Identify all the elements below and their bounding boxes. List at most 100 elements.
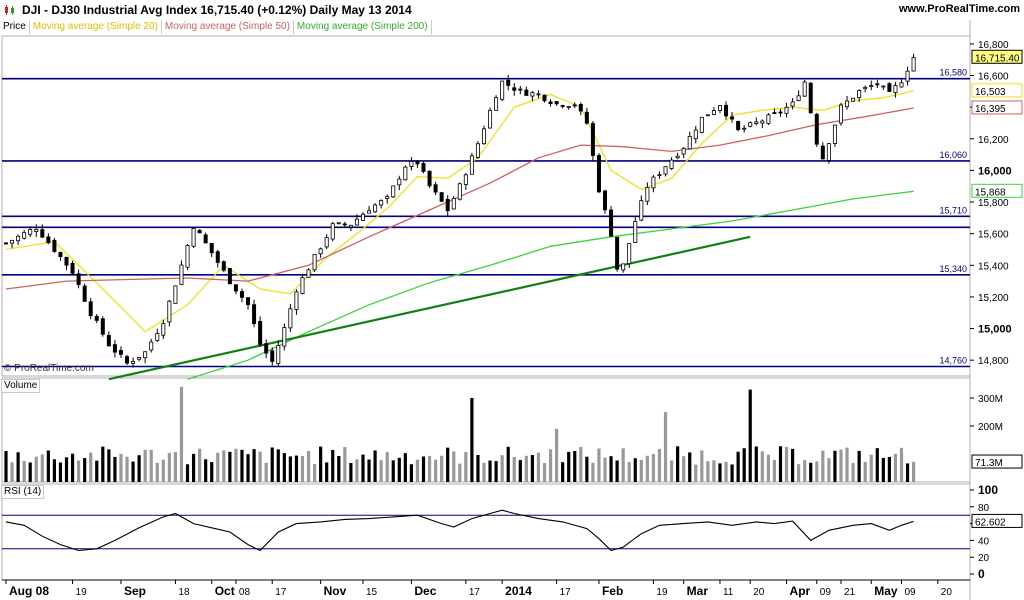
- volume-bar: [101, 446, 105, 482]
- site-link[interactable]: www.ProRealTime.com: [898, 3, 1020, 15]
- volume-bar: [403, 453, 407, 482]
- volume-bar: [95, 460, 99, 482]
- volume-bar: [409, 464, 413, 482]
- candle-body: [518, 88, 523, 91]
- level-label-5: 14,760: [939, 356, 967, 366]
- volume-bar: [10, 462, 14, 482]
- price-tick-label: 15,800: [978, 198, 1009, 209]
- volume-bar: [34, 456, 38, 482]
- rsi-tick-label: 100: [978, 483, 998, 497]
- candle-body: [572, 104, 577, 107]
- chart-header: DJI - DJ30 Industrial Avg Index 16,715.4…: [0, 0, 1024, 20]
- candle-body: [185, 245, 190, 268]
- x-tick-label: Sep: [124, 584, 146, 598]
- x-tick-label: 09: [820, 587, 832, 598]
- volume-bar: [379, 460, 383, 482]
- volume-bar: [833, 450, 837, 482]
- legend-ma20[interactable]: Moving average (Simple 20): [30, 20, 162, 34]
- volume-bar: [385, 452, 389, 482]
- candle-body: [385, 196, 390, 199]
- volume-bar: [573, 450, 577, 482]
- volume-bar: [905, 463, 910, 482]
- legend-price[interactable]: Price: [0, 20, 30, 34]
- volume-bar: [579, 446, 583, 482]
- candle-body: [288, 308, 293, 329]
- last-price-badge: 16,715.40: [971, 49, 1023, 64]
- candle-body: [663, 166, 668, 175]
- volume-bar: [167, 452, 171, 482]
- candle-body: [445, 198, 450, 212]
- level-label-1: 16,060: [939, 150, 967, 160]
- candle-body: [252, 304, 257, 324]
- rsi-tick-label: 80: [978, 503, 990, 514]
- candle-body: [657, 174, 662, 177]
- volume-bar: [506, 446, 510, 482]
- candle-body: [494, 97, 499, 111]
- volume-bar: [585, 456, 589, 482]
- x-tick-label: Apr: [790, 584, 811, 598]
- rsi-tick-label: 40: [978, 536, 990, 547]
- volume-panel-label: Volume: [1, 379, 41, 393]
- volume-bar: [258, 451, 262, 482]
- candle-body: [143, 351, 148, 359]
- volume-bar: [300, 455, 305, 482]
- volume-bar: [337, 455, 341, 482]
- volume-bar: [288, 456, 292, 482]
- candle-body: [621, 263, 626, 271]
- volume-bar: [827, 458, 831, 482]
- candle-body: [742, 127, 747, 130]
- candle-body: [161, 323, 166, 336]
- ma50-line-badge-text: 16,395: [975, 104, 1006, 115]
- volume-bar: [270, 447, 274, 482]
- legend-ma50[interactable]: Moving average (Simple 50): [162, 20, 294, 34]
- ma200-line-badge: 15,868: [971, 183, 1023, 198]
- volume-bar: [815, 461, 819, 482]
- volume-bar: [427, 455, 432, 482]
- volume-bar: [724, 461, 728, 482]
- volume-bar: [542, 463, 547, 482]
- candle-body: [330, 223, 335, 240]
- volume-bar: [700, 450, 704, 482]
- volume-bar: [639, 459, 643, 482]
- volume-bar: [58, 462, 63, 482]
- candle-body: [155, 333, 160, 342]
- x-tick-label: 18: [178, 587, 190, 598]
- candle-body: [300, 277, 305, 294]
- legend-ma200[interactable]: Moving average (Simple 200): [294, 20, 432, 34]
- candle-body: [730, 116, 735, 120]
- volume-bar: [464, 452, 468, 482]
- x-tick-label: 20: [941, 587, 953, 598]
- volume-bar: [325, 462, 329, 482]
- volume-bar: [452, 451, 456, 482]
- candle-body: [354, 218, 359, 226]
- level-label-2: 15,710: [939, 205, 967, 215]
- volume-bar: [198, 448, 202, 482]
- candle-body: [875, 83, 880, 86]
- candle-body: [548, 101, 553, 105]
- volume-bar: [89, 452, 93, 482]
- volume-bar: [446, 447, 450, 482]
- volume-bar: [476, 455, 480, 482]
- candle-body: [451, 198, 456, 210]
- candle-body: [294, 291, 299, 310]
- candle-body: [197, 229, 202, 234]
- candle-body: [857, 90, 862, 98]
- candle-body: [790, 101, 795, 107]
- volume-bar: [603, 457, 607, 482]
- candle-body: [609, 209, 614, 237]
- candle-body: [82, 285, 87, 302]
- candle-body: [469, 155, 474, 175]
- x-tick-label: Dec: [414, 584, 436, 598]
- candle-body: [227, 268, 232, 285]
- volume-bar: [561, 462, 565, 482]
- candle-body: [542, 94, 547, 102]
- candle-body: [367, 210, 372, 214]
- rsi-last-badge: 62.602: [971, 513, 1023, 528]
- candle-body: [627, 243, 632, 265]
- candle-body: [554, 101, 559, 105]
- candle-body: [64, 256, 69, 266]
- candle-body: [711, 110, 716, 115]
- volume-bar: [663, 412, 668, 482]
- candle-body: [500, 80, 505, 100]
